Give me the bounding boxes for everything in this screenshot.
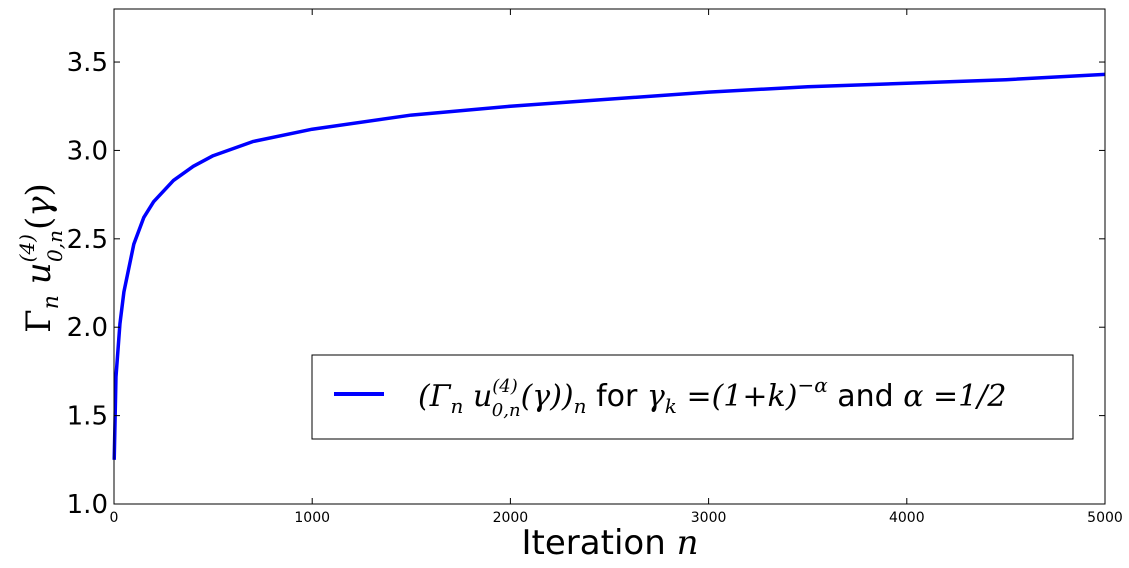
x-tick-label: 4000	[889, 510, 925, 526]
x-axis-label: Iteration n	[522, 523, 699, 563]
x-tick-label: 0	[110, 510, 119, 526]
y-tick-label: 1.5	[67, 402, 108, 432]
plot-area	[112, 72, 1106, 460]
series-line	[112, 72, 1106, 460]
x-tick-label: 5000	[1087, 510, 1123, 526]
y-axis-label: Γn u(4) 0,n(γ)	[15, 183, 67, 333]
axis-ticks: 0 1000 2000 3000 4000 5000 1.0 1.5 2.0 2.5 3.0 3.5	[67, 9, 1123, 526]
legend: (Γn u(4) 0,n(γ))n for γk =(1+k)−α and α =…	[311, 354, 1074, 440]
legend-label: (Γn u(4) 0,n(γ))n for γk =(1+k)−α and α =…	[418, 373, 1006, 421]
y-tick-label: 2.0	[67, 313, 108, 343]
y-tick-label: 2.5	[67, 225, 108, 255]
x-tick-label: 3000	[691, 510, 727, 526]
y-tick-label: 3.5	[67, 48, 108, 78]
x-tick-label: 2000	[493, 510, 529, 526]
y-tick-label: 3.0	[67, 136, 108, 166]
legend-box	[311, 354, 1074, 440]
plot-frame	[113, 8, 1106, 505]
y-tick-label: 1.0	[67, 490, 108, 520]
x-tick-label: 1000	[294, 510, 330, 526]
svg-text:Γn u(4)0,n(γ): Γn u(4) 0,n(γ)	[15, 183, 67, 333]
